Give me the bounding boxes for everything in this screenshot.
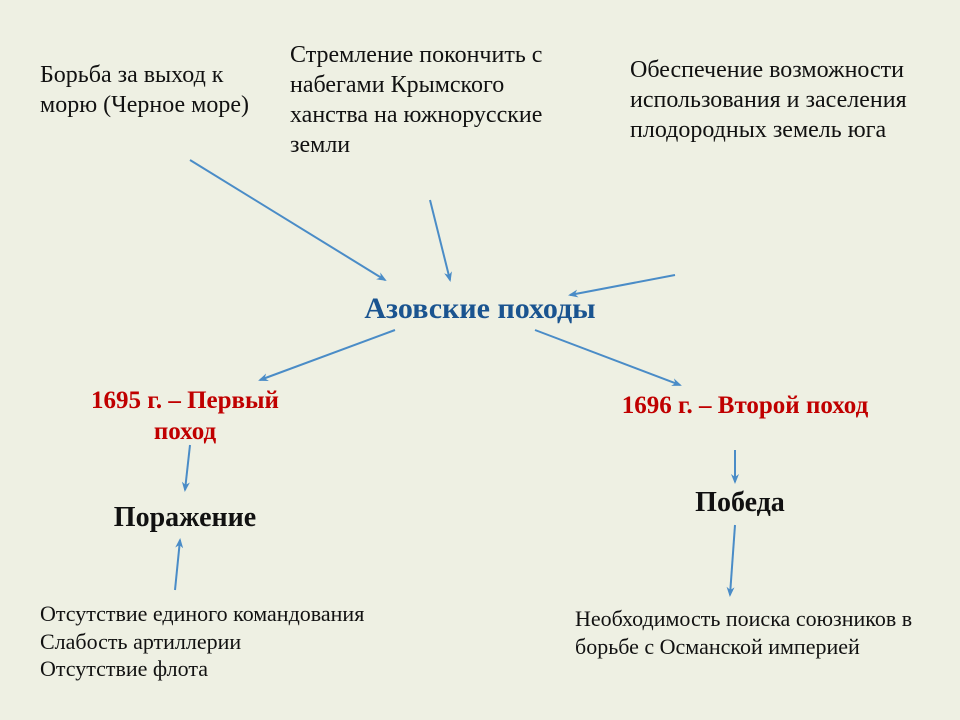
detail-defeat-reasons: Отсутствие единого командованияСлабость … [40, 600, 440, 683]
cause-mid: Стремление покончить с набегами Крымског… [290, 40, 570, 160]
result-defeat: Поражение [85, 500, 285, 535]
center-title: Азовские походы [320, 290, 640, 328]
campaign-1696: 1696 г. – Второй поход [620, 390, 870, 421]
result-victory: Победа [640, 485, 840, 520]
cause-left: Борьба за выход к морю (Черное море) [40, 60, 270, 120]
cause-right: Обеспечение возможности использования и … [630, 55, 930, 145]
detail-victory-consequence: Необходимость поиска союзников в борьбе … [575, 605, 925, 660]
campaign-1695: 1695 г. – Первый поход [60, 385, 310, 448]
